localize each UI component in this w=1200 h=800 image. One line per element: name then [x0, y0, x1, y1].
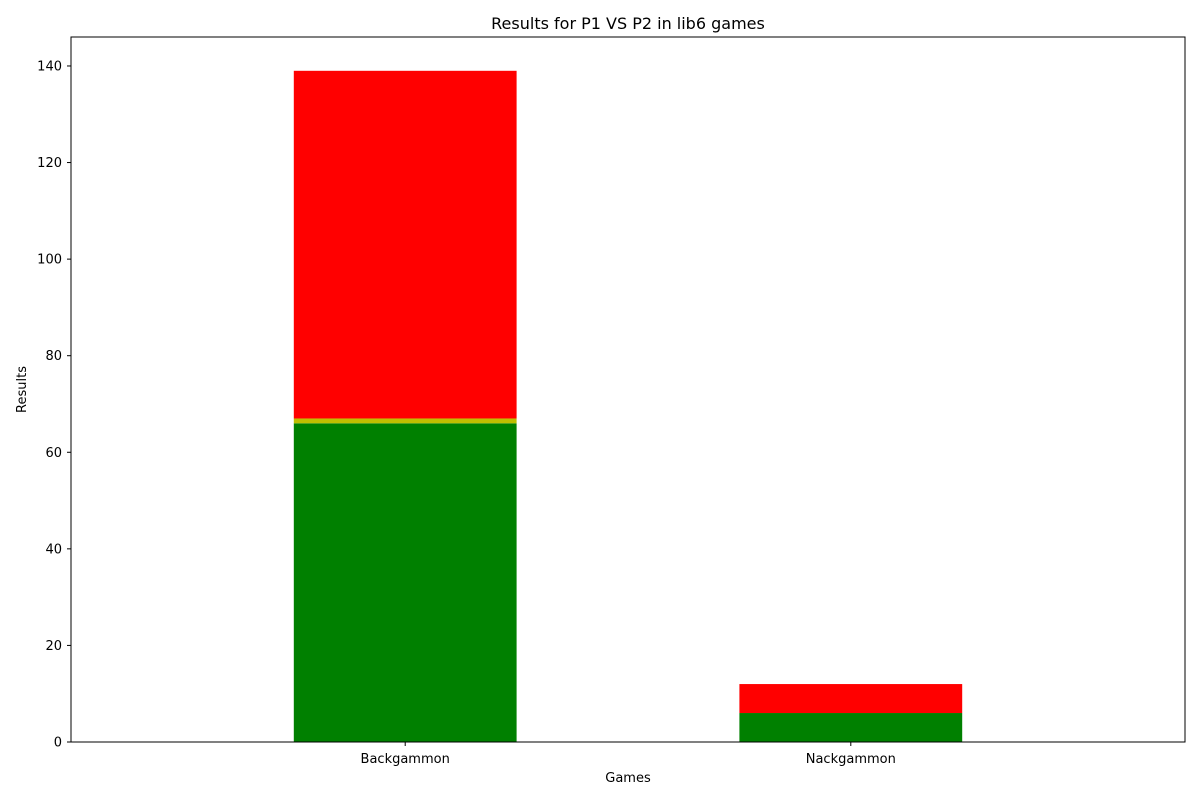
- bar-segment-backgammon-3: [293, 70, 517, 419]
- plot-frame: [70, 36, 1186, 743]
- y-tick-label: 120: [37, 156, 62, 171]
- plot-area: [293, 70, 963, 742]
- y-tick-label: 40: [45, 542, 62, 557]
- y-tick-label: 60: [45, 446, 62, 461]
- y-tick-label: 20: [45, 639, 62, 654]
- y-axis-label: Results: [15, 366, 30, 413]
- x-tick-label-nackgammon: Nackgammon: [806, 752, 896, 767]
- y-tick-label: 0: [54, 736, 62, 751]
- bar-segment-nackgammon-3: [739, 684, 963, 714]
- bar-segment-nackgammon-1: [739, 713, 963, 742]
- chart-title: Results for P1 VS P2 in lib6 games: [491, 14, 765, 33]
- x-tick-label-backgammon: Backgammon: [361, 752, 450, 767]
- y-tick-label: 140: [37, 59, 62, 74]
- bar-segment-backgammon-1: [293, 423, 517, 742]
- x-axis-label: Games: [605, 771, 651, 786]
- y-axis: 0 20 40 60 80 100 120 140: [37, 59, 71, 751]
- y-tick-label: 100: [37, 253, 62, 268]
- bar-segment-backgammon-2: [293, 418, 517, 424]
- x-axis: Backgammon Nackgammon: [361, 742, 896, 767]
- y-tick-label: 80: [45, 349, 62, 364]
